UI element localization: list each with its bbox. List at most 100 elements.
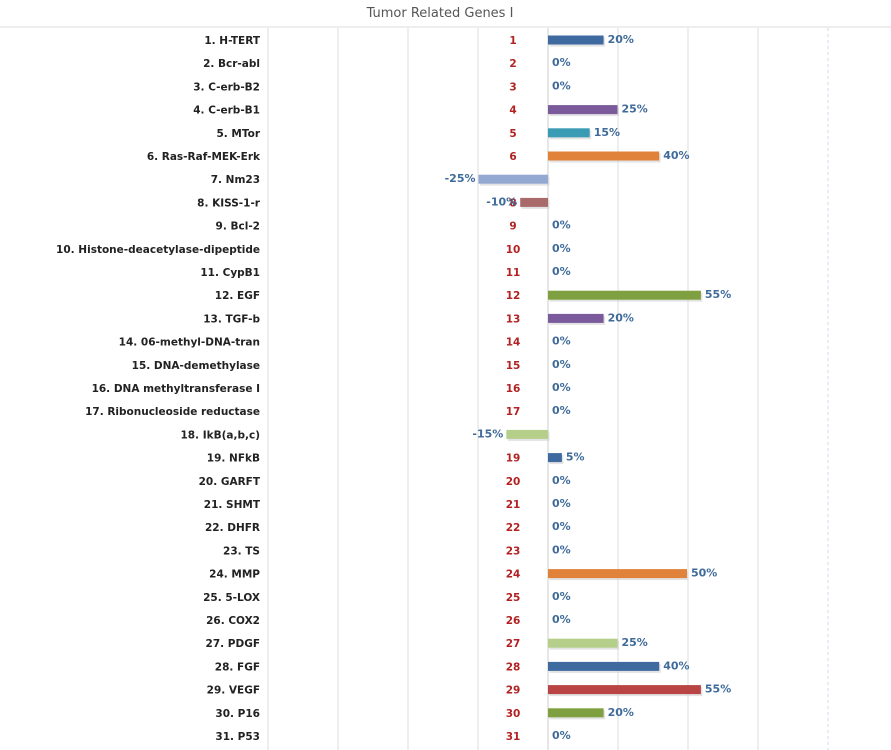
index-label: 17: [506, 406, 521, 418]
bar: [548, 661, 660, 671]
value-label: 50%: [691, 567, 717, 580]
index-label: 27: [506, 638, 521, 650]
bar: [548, 313, 604, 323]
value-label: -10%: [486, 195, 517, 208]
index-label: 4: [509, 105, 516, 117]
category-label: 3. C-erb-B2: [193, 81, 260, 93]
category-label: 18. IkB(a,b,c): [180, 429, 260, 441]
index-label: 13: [506, 313, 521, 325]
category-label: 7. Nm23: [211, 174, 260, 186]
value-label: 55%: [705, 683, 731, 696]
category-label: 8. KISS-1-r: [197, 197, 261, 209]
index-label: 1: [509, 35, 516, 47]
value-label: 40%: [663, 149, 689, 162]
value-label: -25%: [445, 172, 476, 185]
bar: [548, 105, 618, 115]
index-label: 10: [506, 244, 521, 256]
category-label: 6. Ras-Raf-MEK-Erk: [147, 151, 261, 163]
bar: [548, 290, 701, 300]
bar: [548, 569, 687, 579]
index-label: 14: [506, 337, 521, 349]
value-label: 0%: [552, 474, 571, 487]
category-label: 19. NFkB: [207, 453, 260, 465]
category-label: 23. TS: [223, 545, 260, 557]
index-label: 20: [506, 476, 521, 488]
category-label: 21. SHMT: [204, 499, 261, 511]
index-label: 2: [509, 58, 516, 70]
value-label: -15%: [472, 427, 503, 440]
bars: [478, 35, 703, 720]
index-label: 28: [506, 661, 521, 673]
index-label: 25: [506, 592, 521, 604]
value-label: 20%: [608, 311, 634, 324]
bar: [520, 197, 548, 207]
chart-title: Tumor Related Genes I: [366, 6, 514, 21]
bar: [548, 151, 660, 161]
value-label: 0%: [552, 590, 571, 603]
category-label: 2. Bcr-abl: [203, 58, 260, 70]
category-label: 30. P16: [215, 708, 260, 720]
index-label: 5: [509, 128, 516, 140]
value-label: 0%: [552, 219, 571, 232]
category-label: 20. GARFT: [199, 476, 261, 488]
bar: [548, 128, 590, 138]
bar: [548, 708, 604, 718]
index-label: 11: [506, 267, 521, 279]
value-label: 20%: [608, 706, 634, 719]
category-label: 9. Bcl-2: [216, 221, 260, 233]
category-label: 31. P53: [215, 731, 260, 743]
index-label: 29: [506, 685, 521, 697]
category-label: 13. TGF-b: [203, 313, 260, 325]
value-label: 0%: [552, 613, 571, 626]
index-label: 16: [506, 383, 521, 395]
category-label: 1. H-TERT: [204, 35, 261, 47]
value-label: 0%: [552, 497, 571, 510]
grid: [0, 26, 891, 750]
value-label: 0%: [552, 404, 571, 417]
category-label: 25. 5-LOX: [203, 592, 260, 604]
category-label: 11. CypB1: [200, 267, 260, 279]
index-label: 31: [506, 731, 521, 743]
bar: [478, 174, 548, 184]
bar: [548, 35, 604, 45]
value-label: 0%: [552, 79, 571, 92]
index-label: 30: [506, 708, 521, 720]
value-label: 0%: [552, 729, 571, 742]
value-label: 0%: [552, 358, 571, 371]
index-label: 24: [506, 569, 521, 581]
value-label: 5%: [566, 451, 585, 464]
index-label: 15: [506, 360, 521, 372]
category-label: 24. MMP: [209, 569, 260, 581]
index-label: 9: [509, 221, 516, 233]
index-label: 19: [506, 453, 521, 465]
index-label: 6: [509, 151, 516, 163]
value-label: 20%: [608, 33, 634, 46]
index-label: 23: [506, 545, 521, 557]
index-labels: 1234567891011121314151617181920212223242…: [506, 35, 521, 743]
category-label: 5. MTor: [216, 128, 260, 140]
category-label: 15. DNA-demethylase: [132, 360, 260, 372]
category-label: 29. VEGF: [207, 685, 260, 697]
value-label: 0%: [552, 335, 571, 348]
index-label: 21: [506, 499, 521, 511]
category-label: 14. 06-methyl-DNA-tran: [119, 337, 260, 349]
category-label: 17. Ribonucleoside reductase: [85, 406, 260, 418]
category-label: 22. DHFR: [205, 522, 260, 534]
value-label: 55%: [705, 288, 731, 301]
bar: [548, 453, 562, 463]
bar: [548, 638, 618, 648]
bar: [506, 429, 548, 439]
value-labels: 20%0%0%25%15%40%-25%-10%0%0%0%55%20%0%0%…: [445, 33, 732, 742]
value-label: 40%: [663, 659, 689, 672]
category-label: 16. DNA methyltransferase I: [92, 383, 260, 395]
value-label: 0%: [552, 265, 571, 278]
index-label: 3: [509, 81, 516, 93]
value-label: 15%: [594, 126, 620, 139]
value-label: 0%: [552, 381, 571, 394]
category-label: 10. Histone-deacetylase-dipeptide: [56, 244, 260, 256]
bar: [548, 685, 701, 695]
value-label: 25%: [622, 103, 648, 116]
index-label: 8: [509, 197, 516, 209]
index-label: 22: [506, 522, 521, 534]
